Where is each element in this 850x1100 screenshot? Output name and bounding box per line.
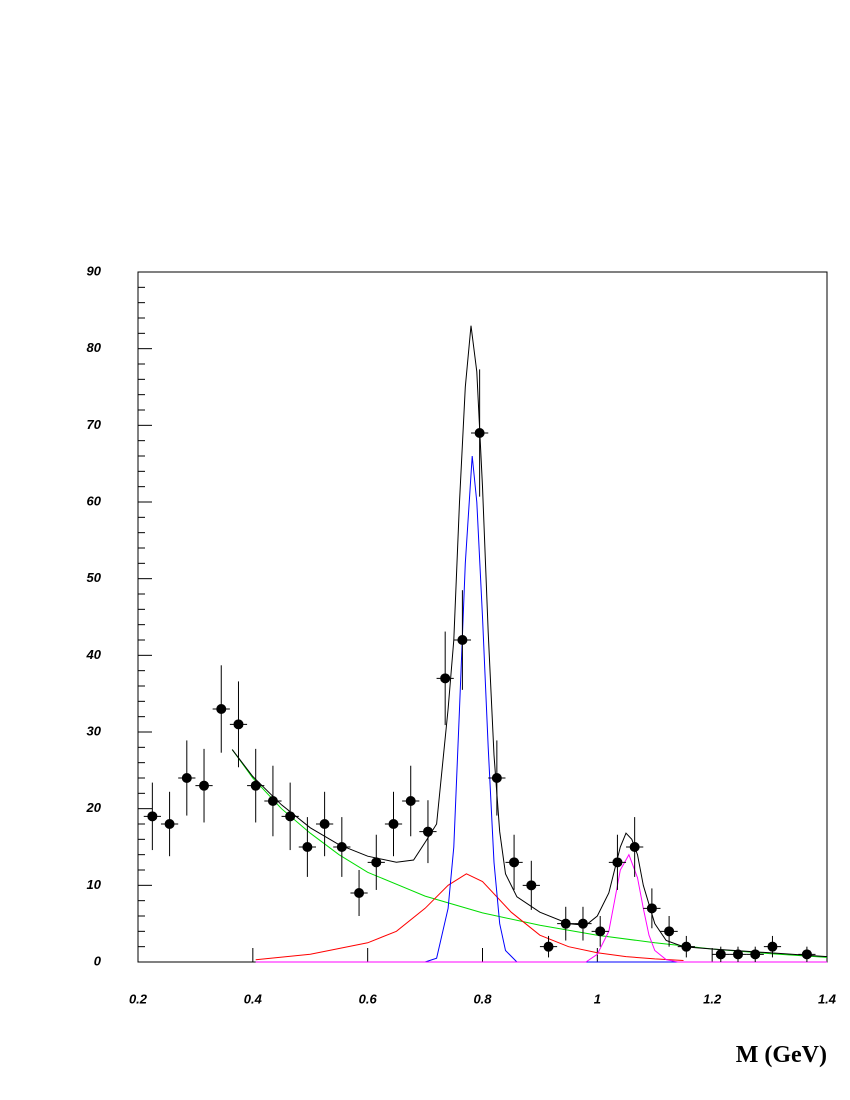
data-point — [457, 635, 468, 645]
data-point — [560, 918, 571, 929]
y-tick-label: 80 — [87, 340, 102, 355]
data-point — [388, 819, 399, 829]
data-point — [267, 796, 278, 806]
y-tick-label: 90 — [87, 263, 102, 278]
data-point — [147, 811, 158, 822]
x-tick-label: 0.4 — [244, 991, 263, 1006]
data-point — [336, 842, 347, 852]
data-point — [216, 704, 227, 714]
x-tick-label: 0.8 — [473, 991, 492, 1006]
data-point — [354, 888, 365, 898]
x-tick-label: 1 — [594, 991, 601, 1006]
data-point — [577, 918, 588, 929]
x-tick-label: 1.4 — [818, 991, 837, 1006]
data-point — [767, 941, 778, 952]
y-tick-label: 70 — [87, 417, 102, 432]
data-point — [181, 773, 192, 783]
fit-curve — [231, 325, 828, 958]
data-point — [526, 880, 537, 891]
data-point — [509, 857, 520, 868]
data-point — [233, 719, 244, 730]
data-point — [440, 673, 451, 684]
fit-curve — [255, 873, 684, 961]
data-point — [422, 826, 433, 837]
data-point — [801, 949, 812, 960]
fit-curve — [231, 749, 828, 958]
data-point — [285, 811, 296, 822]
x-tick-label: 1.2 — [703, 991, 722, 1006]
fit-curve — [255, 455, 684, 963]
data-point — [733, 949, 744, 960]
data-point — [405, 796, 416, 806]
data-point — [681, 941, 692, 952]
y-tick-label: 40 — [86, 647, 102, 662]
data-point — [164, 819, 175, 829]
x-axis-label: M (GeV) — [736, 1042, 827, 1068]
data-point — [715, 949, 726, 960]
data-point — [302, 842, 313, 852]
data-point — [474, 428, 485, 438]
data-point — [646, 903, 657, 914]
y-tick-label: 0 — [94, 953, 102, 968]
y-tick-label: 50 — [87, 570, 102, 585]
x-tick-label: 0.2 — [129, 991, 148, 1006]
y-tick-label: 60 — [87, 493, 102, 508]
data-point — [750, 949, 761, 960]
data-point — [595, 926, 606, 937]
x-tick-label: 0.6 — [359, 991, 378, 1006]
data-point — [319, 819, 330, 829]
data-point — [371, 857, 382, 868]
data-point — [664, 926, 675, 937]
data-point — [199, 780, 210, 791]
data-point — [612, 857, 623, 868]
data-point — [491, 773, 502, 783]
y-tick-label: 30 — [87, 723, 102, 738]
fit-curve — [255, 853, 827, 963]
data-point — [629, 842, 640, 852]
data-point — [543, 941, 554, 952]
data-point — [250, 780, 261, 791]
y-tick-label: 10 — [87, 877, 102, 892]
y-tick-label: 20 — [86, 800, 102, 815]
